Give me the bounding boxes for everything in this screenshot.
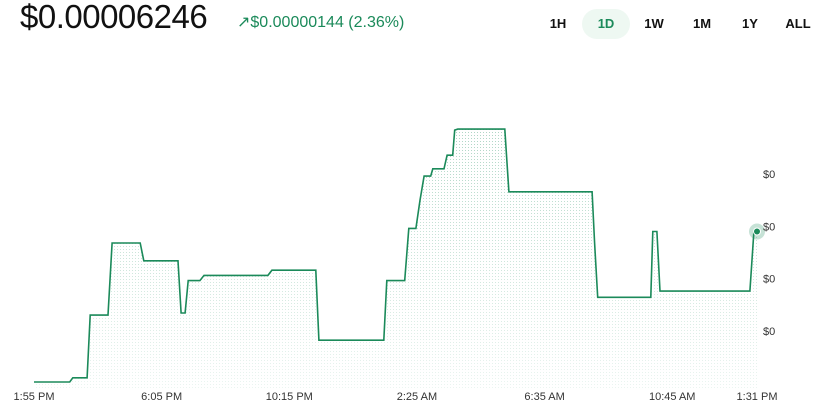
trend-up-icon: ↗ — [237, 14, 251, 31]
current-price: $0.00006246 — [20, 0, 208, 35]
y-tick-label: $0 — [763, 274, 775, 286]
range-all[interactable]: ALL — [785, 16, 811, 31]
x-tick-label: 10:45 AM — [649, 391, 695, 403]
range-1d[interactable]: 1D — [582, 9, 630, 39]
price-change-value: $0.00000144 (2.36%) — [250, 14, 405, 31]
range-1m[interactable]: 1M — [692, 16, 712, 31]
time-range-selector: 1H 1D 1W 1M 1Y ALL — [534, 9, 822, 39]
x-tick-label: 1:31 PM — [737, 391, 778, 403]
range-1h[interactable]: 1H — [549, 16, 567, 31]
y-tick-label: $0 — [763, 221, 775, 233]
price-change: ↗$0.00000144 (2.36%) — [237, 12, 404, 32]
x-tick-label: 1:55 PM — [14, 391, 55, 403]
current-point-marker[interactable] — [753, 227, 761, 236]
range-1w[interactable]: 1W — [644, 16, 664, 31]
x-tick-label: 2:25 AM — [397, 391, 437, 403]
x-tick-label: 10:15 PM — [266, 391, 313, 403]
x-tick-label: 6:05 PM — [141, 391, 182, 403]
y-tick-label: $0 — [763, 169, 775, 181]
range-1y[interactable]: 1Y — [742, 16, 758, 31]
x-tick-label: 6:35 AM — [524, 391, 564, 403]
price-area-fade — [34, 129, 757, 388]
price-line — [34, 128, 757, 383]
y-tick-label: $0 — [763, 326, 775, 338]
